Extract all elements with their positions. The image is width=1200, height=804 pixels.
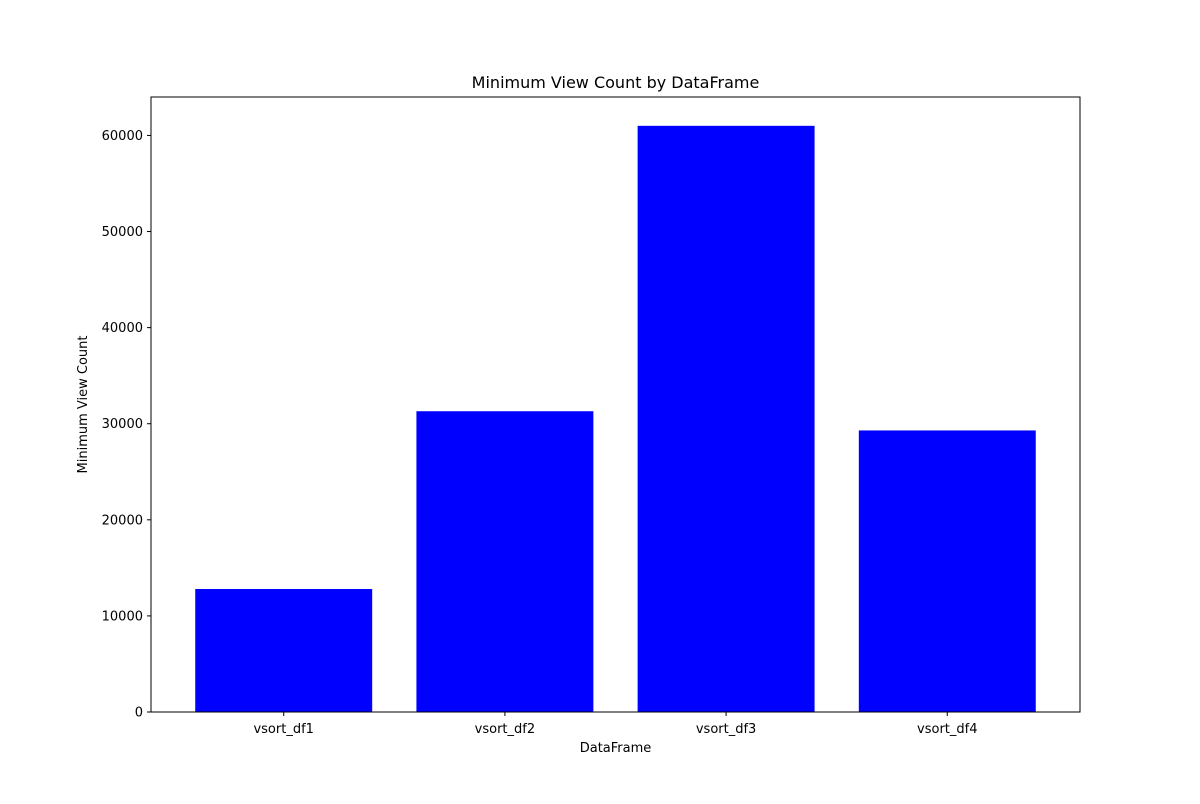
plot-frame (150, 96, 1081, 713)
y-tick-label: 0 (135, 706, 143, 721)
y-tick-label: 50000 (102, 225, 143, 240)
y-tick-label: 30000 (102, 417, 143, 432)
x-tick-label: vsort_df1 (253, 722, 313, 737)
y-tick-label: 20000 (102, 513, 143, 528)
x-tick-label: vsort_df2 (475, 722, 535, 737)
x-axis-ticks: vsort_df1 vsort_df2 vsort_df3 vsort_df4 (253, 712, 978, 737)
x-tick-label: vsort_df4 (917, 722, 977, 737)
y-tick-label: 10000 (102, 609, 143, 624)
y-axis-label: Minimum View Count (76, 336, 91, 474)
y-axis-ticks: 0 10000 20000 30000 40000 50000 60000 (102, 129, 151, 721)
x-tick-label: vsort_df3 (696, 722, 756, 737)
bar-vsort_df1 (195, 589, 373, 712)
bar-vsort_df3 (637, 125, 815, 712)
y-tick-label: 60000 (102, 129, 143, 144)
y-tick-label: 40000 (102, 321, 143, 336)
x-axis-label: DataFrame (580, 741, 652, 756)
bar-vsort_df4 (858, 430, 1036, 712)
bars-layer (195, 125, 1036, 712)
chart-title: Minimum View Count by DataFrame (472, 73, 760, 92)
bar-vsort_df2 (416, 411, 594, 712)
